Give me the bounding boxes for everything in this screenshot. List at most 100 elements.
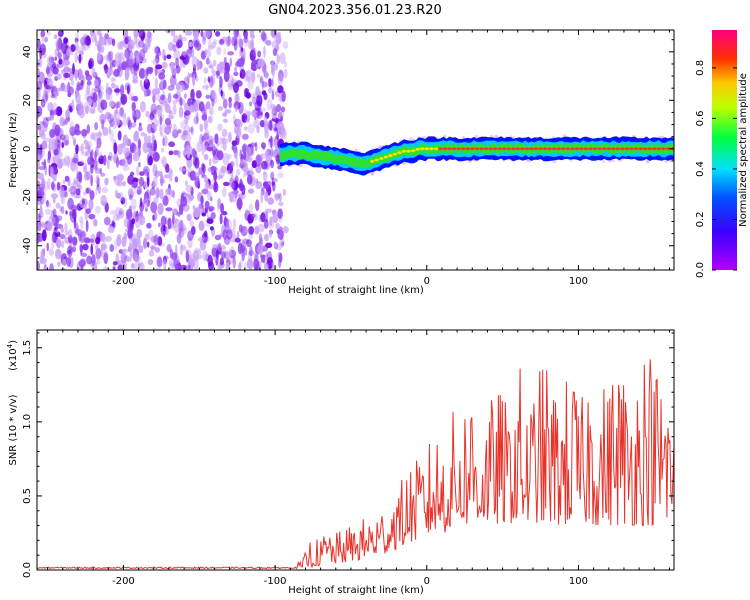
noise-blob <box>184 116 189 126</box>
noise-blob <box>161 123 168 134</box>
noise-blob <box>179 219 184 232</box>
noise-blob <box>228 96 232 103</box>
noise-blob <box>188 127 194 133</box>
noise-blob <box>157 222 161 228</box>
noise-blob <box>257 243 264 256</box>
noise-blob <box>160 147 165 153</box>
noise-blob <box>62 258 67 266</box>
noise-blob <box>140 131 146 137</box>
ridge-core <box>470 147 475 151</box>
noise-blob <box>201 169 206 177</box>
noise-blob <box>200 30 204 38</box>
noise-blob <box>81 128 87 139</box>
noise-blob <box>159 188 164 200</box>
noise-blob <box>220 89 223 97</box>
ridge-core <box>547 147 552 151</box>
noise-blob <box>225 229 233 240</box>
ridge-core <box>292 152 298 156</box>
noise-blob <box>78 259 86 268</box>
noise-blob <box>93 262 98 270</box>
noise-blob <box>51 242 55 249</box>
noise-blob <box>275 222 280 230</box>
noise-blob <box>257 50 262 58</box>
noise-blob <box>232 144 238 154</box>
noise-blob <box>277 73 284 85</box>
noise-blob <box>92 220 98 226</box>
noise-blob <box>186 48 192 59</box>
noise-blob <box>264 130 270 139</box>
noise-blob <box>43 263 47 270</box>
noise-blob <box>201 188 209 195</box>
noise-blob <box>275 154 281 165</box>
noise-blob <box>282 226 289 234</box>
noise-blob <box>261 81 268 88</box>
noise-blob <box>156 256 163 268</box>
noise-blob <box>260 142 266 149</box>
noise-blob <box>98 85 105 91</box>
noise-blob <box>140 260 144 270</box>
noise-blob <box>122 181 126 187</box>
ridge-core <box>420 147 425 151</box>
noise-blob <box>88 213 96 220</box>
noise-blob <box>282 41 289 49</box>
noise-blob <box>76 183 80 188</box>
noise-blob <box>183 102 191 112</box>
ridge-core <box>551 147 557 151</box>
noise-blob <box>257 156 262 162</box>
noise-blob <box>172 103 177 116</box>
noise-blob <box>200 199 204 208</box>
noise-blob <box>57 37 63 50</box>
noise-blob <box>238 101 244 115</box>
ridge-core <box>542 147 548 151</box>
noise-blob <box>241 185 245 193</box>
snr-multiplier-label: (x104) <box>6 340 19 371</box>
ridge-core <box>297 152 302 156</box>
noise-blob <box>236 197 243 210</box>
noise-blob <box>114 108 119 115</box>
noise-blob <box>166 54 172 60</box>
ridge-core <box>438 147 443 151</box>
noise-blob <box>37 260 40 270</box>
noise-blob <box>112 116 118 129</box>
noise-blob <box>206 190 212 201</box>
ridge-core <box>456 147 461 151</box>
noise-blob <box>231 180 239 191</box>
noise-blob <box>263 219 269 229</box>
noise-blob <box>265 155 271 162</box>
noise-blob <box>255 199 260 212</box>
noise-blob <box>121 162 129 168</box>
noise-blob <box>63 155 71 166</box>
noise-blob <box>185 184 193 193</box>
noise-blob <box>151 181 156 190</box>
noise-blob <box>138 40 145 48</box>
noise-blob <box>101 200 106 207</box>
ridge-core <box>283 153 288 157</box>
noise-blob <box>137 138 142 150</box>
noise-blob <box>44 208 52 215</box>
noise-blob <box>240 158 244 166</box>
noise-blob <box>139 101 146 113</box>
noise-blob <box>66 257 72 267</box>
noise-blob <box>177 129 182 134</box>
noise-blob <box>175 211 180 216</box>
noise-blob <box>151 123 157 129</box>
noise-blob <box>248 203 253 214</box>
noise-blob <box>106 38 110 47</box>
noise-blob <box>136 165 140 176</box>
noise-blob <box>47 78 53 87</box>
noise-blob <box>278 192 282 202</box>
noise-blob <box>165 187 172 194</box>
y-tick-label: -20 <box>22 189 33 205</box>
noise-blob <box>208 158 212 167</box>
noise-blob <box>256 125 260 134</box>
noise-blob <box>63 85 69 93</box>
noise-blob <box>83 171 90 181</box>
noise-blob <box>72 177 79 189</box>
noise-blob <box>244 247 248 256</box>
noise-blob <box>163 258 167 270</box>
x-tick-label: -100 <box>264 276 287 287</box>
noise-blob <box>223 69 230 83</box>
noise-blob <box>146 176 150 187</box>
noise-blob <box>219 76 223 88</box>
